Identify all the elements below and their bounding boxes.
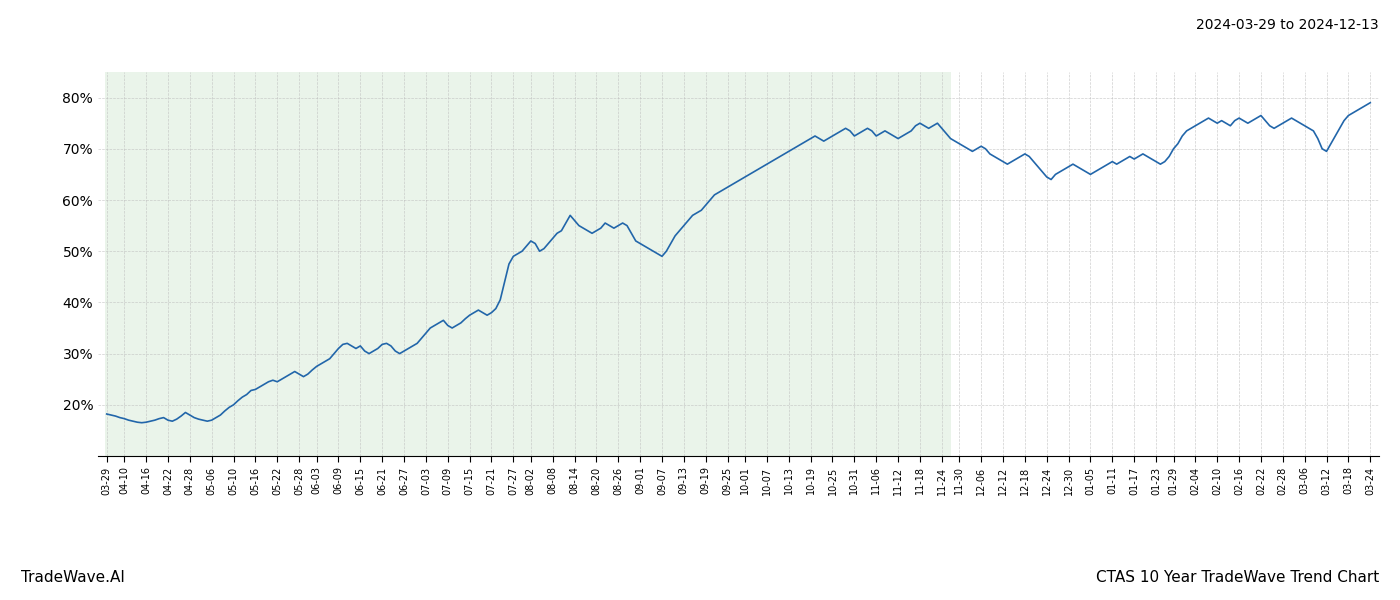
Bar <box>105 72 951 456</box>
Text: CTAS 10 Year TradeWave Trend Chart: CTAS 10 Year TradeWave Trend Chart <box>1096 570 1379 585</box>
Text: TradeWave.AI: TradeWave.AI <box>21 570 125 585</box>
Text: 2024-03-29 to 2024-12-13: 2024-03-29 to 2024-12-13 <box>1197 18 1379 32</box>
